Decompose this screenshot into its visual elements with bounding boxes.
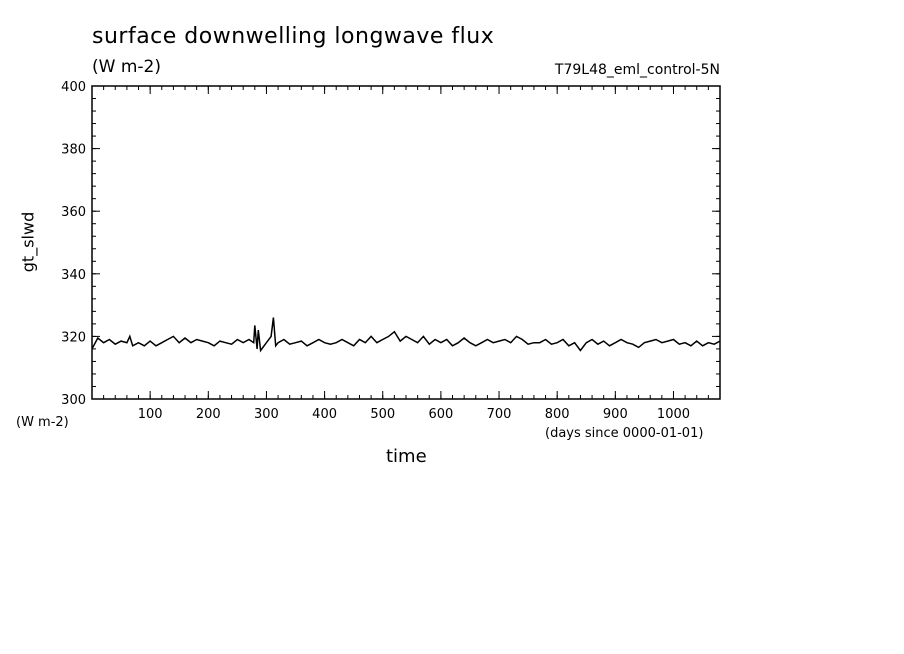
x-tick-label: 800 bbox=[545, 407, 570, 422]
x-tick-label: 300 bbox=[254, 407, 279, 422]
x-tick-label: 100 bbox=[138, 407, 163, 422]
x-tick-label: 600 bbox=[428, 407, 453, 422]
y-tick-label: 400 bbox=[61, 80, 86, 95]
x-axis-label: time bbox=[386, 446, 427, 467]
y-axis-unit-label: (W m-2) bbox=[16, 415, 69, 430]
y-tick-labels: 300 320 340 360 380 400 bbox=[61, 80, 86, 408]
x-tick-label: 500 bbox=[370, 407, 395, 422]
y-tick-label: 300 bbox=[61, 393, 86, 408]
plot-frame bbox=[91, 85, 721, 400]
y-tick-label: 340 bbox=[61, 268, 86, 283]
x-tick-label: 400 bbox=[312, 407, 337, 422]
x-tick-label: 200 bbox=[196, 407, 221, 422]
run-label: T79L48_eml_control-5N bbox=[554, 62, 720, 78]
chart-title: surface downwelling longwave flux bbox=[92, 24, 495, 49]
series-line bbox=[91, 317, 721, 353]
x-axis-unit-label: (days since 0000-01-01) bbox=[545, 426, 704, 441]
y-tick-label: 320 bbox=[61, 330, 86, 345]
chart-subtitle-units: (W m-2) bbox=[92, 57, 161, 77]
x-tick-label: 900 bbox=[603, 407, 628, 422]
y-tick-label: 360 bbox=[61, 205, 86, 220]
axis-ticks bbox=[92, 85, 720, 400]
x-tick-labels: 100 200 300 400 500 600 700 800 900 1000 bbox=[138, 407, 690, 422]
y-tick-label: 380 bbox=[61, 143, 86, 158]
x-tick-label: 1000 bbox=[657, 407, 690, 422]
x-tick-label: 700 bbox=[487, 407, 512, 422]
